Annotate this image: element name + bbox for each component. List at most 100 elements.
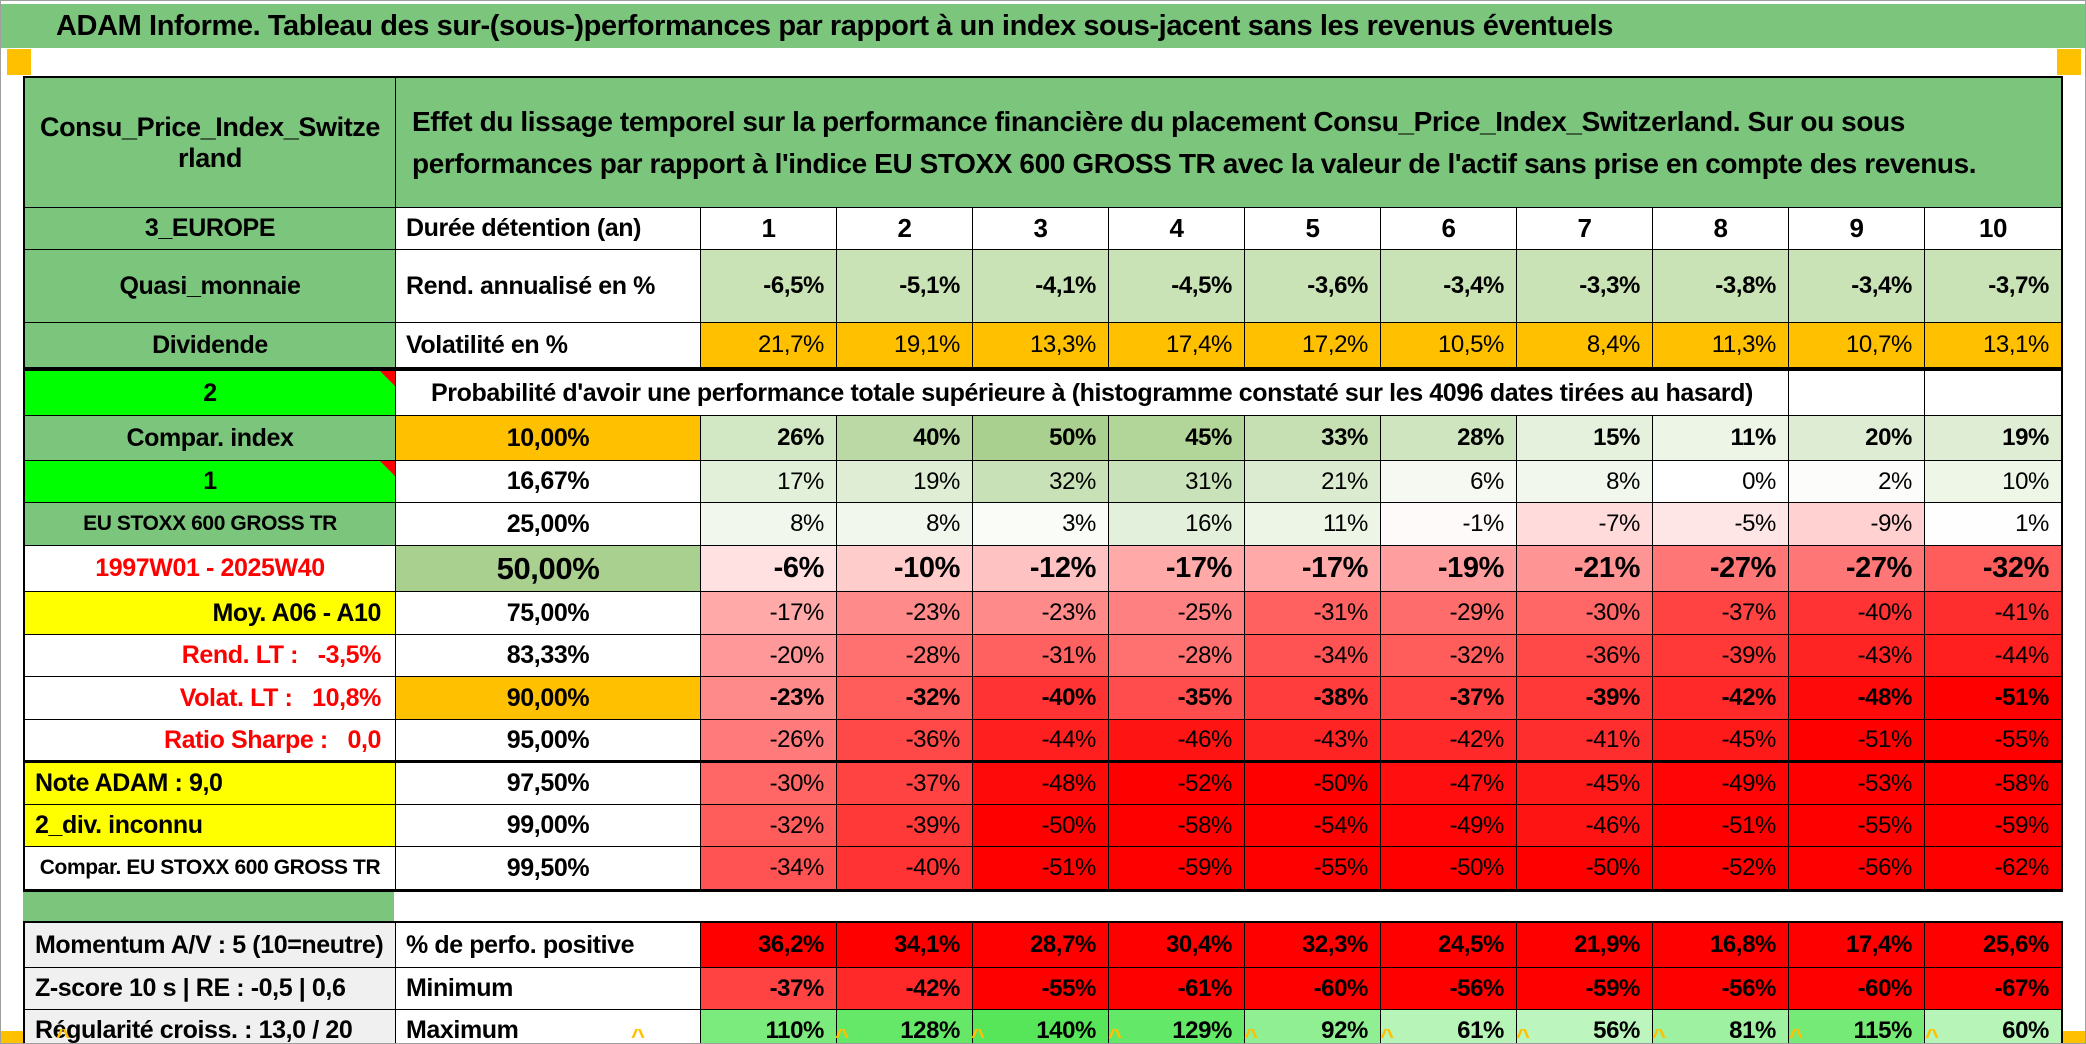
data-cell[interactable]: -3,7% — [1925, 250, 2061, 323]
threshold-cell[interactable]: 99,00% — [396, 805, 701, 847]
data-cell[interactable]: -34% — [701, 847, 837, 890]
data-cell[interactable]: -44% — [973, 720, 1109, 763]
data-cell[interactable]: -31% — [973, 635, 1109, 677]
data-cell[interactable]: -52% — [1653, 847, 1789, 890]
row-label-cell[interactable]: Rend. LT : -3,5% — [25, 635, 396, 677]
data-cell[interactable]: -5% — [1653, 503, 1789, 546]
data-cell[interactable]: -29% — [1381, 592, 1517, 635]
threshold-cell[interactable]: 99,50% — [396, 847, 701, 890]
data-cell[interactable]: -39% — [1517, 677, 1653, 720]
data-cell[interactable]: 45% — [1109, 416, 1245, 461]
data-cell[interactable]: -61% — [1109, 968, 1245, 1010]
data-cell[interactable]: -34% — [1245, 635, 1381, 677]
data-cell[interactable]: 11% — [1653, 416, 1789, 461]
data-cell[interactable]: -59% — [1109, 847, 1245, 890]
metric-cell[interactable]: Volatilité en % — [396, 323, 701, 368]
data-cell[interactable]: -51% — [1925, 677, 2061, 720]
data-cell[interactable]: -3,6% — [1245, 250, 1381, 323]
data-cell[interactable]: 13,1% — [1925, 323, 2061, 368]
metric-cell[interactable]: Minimum — [396, 968, 701, 1010]
row-label-cell[interactable]: Régularité croiss. : 13,0 / 20 — [25, 1010, 396, 1043]
data-cell[interactable]: -51% — [1653, 805, 1789, 847]
data-cell[interactable]: -50% — [1381, 847, 1517, 890]
data-cell[interactable]: 31% — [1109, 461, 1245, 503]
data-cell[interactable]: -35% — [1109, 677, 1245, 720]
metric-cell[interactable]: Durée détention (an) — [396, 208, 701, 250]
data-cell[interactable]: 21,7% — [701, 323, 837, 368]
data-cell[interactable]: 6 — [1381, 208, 1517, 250]
data-cell[interactable]: -55% — [1925, 720, 2061, 763]
data-cell[interactable]: -42% — [1653, 677, 1789, 720]
data-cell[interactable]: 61% — [1381, 1010, 1517, 1043]
row-label-cell[interactable]: Moy. A06 - A10 — [25, 592, 396, 635]
data-cell[interactable]: 8,4% — [1517, 323, 1653, 368]
empty-cell[interactable] — [1925, 371, 2061, 416]
empty-cell[interactable] — [1789, 371, 1925, 416]
row-label-cell[interactable]: 1997W01 - 2025W40 — [25, 546, 396, 592]
metric-cell[interactable]: Maximum — [396, 1010, 701, 1043]
data-cell[interactable]: 26% — [701, 416, 837, 461]
data-cell[interactable]: 32,3% — [1245, 923, 1381, 968]
row-label-cell[interactable]: Note ADAM : 9,0 — [25, 763, 396, 805]
data-cell[interactable]: -40% — [837, 847, 973, 890]
data-cell[interactable]: -37% — [1653, 592, 1789, 635]
data-cell[interactable]: 10,7% — [1789, 323, 1925, 368]
data-cell[interactable]: -25% — [1109, 592, 1245, 635]
data-cell[interactable]: -45% — [1653, 720, 1789, 763]
data-cell[interactable]: -17% — [701, 592, 837, 635]
data-cell[interactable]: -51% — [973, 847, 1109, 890]
data-cell[interactable]: -52% — [1109, 763, 1245, 805]
data-cell[interactable]: -10% — [837, 546, 973, 592]
data-cell[interactable]: -41% — [1925, 592, 2061, 635]
data-cell[interactable]: 32% — [973, 461, 1109, 503]
data-cell[interactable]: -9% — [1789, 503, 1925, 546]
data-cell[interactable]: 24,5% — [1381, 923, 1517, 968]
threshold-cell[interactable]: 90,00% — [396, 677, 701, 720]
data-cell[interactable]: -48% — [1789, 677, 1925, 720]
data-cell[interactable]: 140% — [973, 1010, 1109, 1043]
data-cell[interactable]: -32% — [1925, 546, 2061, 592]
data-cell[interactable]: -6% — [701, 546, 837, 592]
data-cell[interactable]: -47% — [1381, 763, 1517, 805]
row-label-cell[interactable]: Volat. LT : 10,8% — [25, 677, 396, 720]
data-cell[interactable]: -50% — [973, 805, 1109, 847]
data-cell[interactable]: -37% — [701, 968, 837, 1010]
data-cell[interactable]: -58% — [1925, 763, 2061, 805]
data-cell[interactable]: -55% — [973, 968, 1109, 1010]
data-cell[interactable]: -27% — [1653, 546, 1789, 592]
metric-cell[interactable]: Rend. annualisé en % — [396, 250, 701, 323]
data-cell[interactable]: -60% — [1789, 968, 1925, 1010]
data-cell[interactable]: -59% — [1925, 805, 2061, 847]
row-label-cell[interactable]: EU STOXX 600 GROSS TR — [25, 503, 396, 546]
data-cell[interactable]: 34,1% — [837, 923, 973, 968]
data-cell[interactable]: -6,5% — [701, 250, 837, 323]
data-cell[interactable]: -38% — [1245, 677, 1381, 720]
data-cell[interactable]: -49% — [1653, 763, 1789, 805]
data-cell[interactable]: 33% — [1245, 416, 1381, 461]
row-label-cell[interactable]: Z-score 10 s | RE : -0,5 | 0,6 — [25, 968, 396, 1010]
row-label-cell[interactable]: Ratio Sharpe : 0,0 — [25, 720, 396, 763]
data-cell[interactable]: 92% — [1245, 1010, 1381, 1043]
data-cell[interactable]: -46% — [1109, 720, 1245, 763]
data-cell[interactable]: 5 — [1245, 208, 1381, 250]
metric-cell[interactable]: % de perfo. positive — [396, 923, 701, 968]
data-cell[interactable]: 81% — [1653, 1010, 1789, 1043]
data-cell[interactable]: 60% — [1925, 1010, 2061, 1043]
threshold-cell[interactable]: 95,00% — [396, 720, 701, 763]
data-cell[interactable]: 1% — [1925, 503, 2061, 546]
data-cell[interactable]: 13,3% — [973, 323, 1109, 368]
data-cell[interactable]: 21% — [1245, 461, 1381, 503]
threshold-cell[interactable]: 10,00% — [396, 416, 701, 461]
data-cell[interactable]: -21% — [1517, 546, 1653, 592]
data-cell[interactable]: -43% — [1245, 720, 1381, 763]
data-cell[interactable]: -32% — [701, 805, 837, 847]
data-cell[interactable]: -1% — [1381, 503, 1517, 546]
data-cell[interactable]: -30% — [1517, 592, 1653, 635]
data-cell[interactable]: -4,1% — [973, 250, 1109, 323]
data-cell[interactable]: -7% — [1517, 503, 1653, 546]
data-cell[interactable]: 10% — [1925, 461, 2061, 503]
data-cell[interactable]: -59% — [1517, 968, 1653, 1010]
threshold-cell[interactable]: 25,00% — [396, 503, 701, 546]
data-cell[interactable]: 8% — [701, 503, 837, 546]
data-cell[interactable]: 25,6% — [1925, 923, 2061, 968]
